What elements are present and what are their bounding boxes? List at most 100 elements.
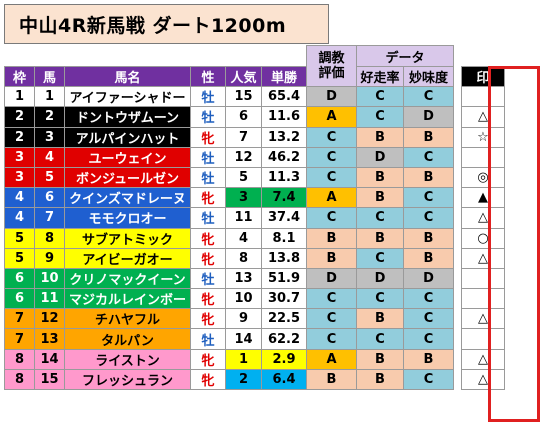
ninki-cell: 15 [225, 86, 262, 108]
row-gap [454, 228, 462, 248]
horse-name: アルパインハット [64, 126, 191, 148]
mimido-grade: D [403, 106, 454, 128]
mimido-grade: B [403, 227, 454, 249]
horse-name: アイビーガオー [64, 247, 191, 269]
chokyo-grade: D [306, 86, 357, 108]
table-row: 4 6 クインズマドレーヌ牝 3 7.4 A B C ▲ [4, 187, 505, 209]
mimido-grade: C [403, 146, 454, 168]
header-spacer-right [454, 46, 505, 67]
row-gap [454, 147, 462, 167]
horse-name: ドントウザムーン [64, 106, 191, 128]
mark-cell [461, 288, 505, 310]
waku-cell: 2 [4, 126, 35, 148]
mimido-grade: C [403, 288, 454, 310]
waku-cell: 7 [4, 328, 35, 350]
ninki-cell: 6 [225, 106, 262, 128]
header-chokyo-line1: 調教 [318, 51, 345, 67]
header-spacer [5, 46, 307, 67]
kosoritsu-grade: B [356, 126, 404, 148]
odds-cell: 65.4 [261, 86, 307, 108]
mark-cell: ◎ [461, 166, 505, 189]
horse-name: ユーウェイン [64, 146, 191, 168]
kosoritsu-grade: C [356, 106, 404, 128]
table-row: 6 10 クリノマックイーン牡 13 51.9 D D D [4, 267, 505, 290]
kosoritsu-grade: C [356, 86, 404, 108]
table-row: 8 15 フレッシュラン牝 2 6.4 B B C △ [4, 368, 505, 391]
horse-name: モモクロオー [64, 207, 191, 229]
waku-cell: 3 [4, 146, 35, 168]
sex-cell: 牝 [190, 227, 226, 249]
sex-cell: 牝 [190, 247, 226, 269]
chokyo-grade: C [306, 146, 357, 168]
header-mimido: 妙味度 [403, 65, 454, 88]
table-row: 2 2 ドントウザムーン牡 6 11.6 A C D △ [4, 106, 505, 128]
row-gap [454, 349, 462, 369]
waku-cell: 3 [4, 166, 35, 189]
mimido-grade: C [403, 207, 454, 229]
table-row: 2 3 アルパインハット牝 7 13.2 C B B ☆ [4, 126, 505, 148]
row-gap [454, 268, 462, 288]
chokyo-grade: B [306, 227, 357, 249]
sex-cell: 牡 [190, 166, 226, 189]
waku-cell: 6 [4, 288, 35, 310]
waku-cell: 2 [4, 106, 35, 128]
horse-name: サブアトミック [64, 227, 191, 249]
uma-cell: 1 [34, 86, 65, 108]
race-title: 中山4R新馬戦 ダート1200m [4, 4, 329, 44]
sex-cell: 牡 [190, 267, 226, 290]
uma-cell: 3 [34, 126, 65, 148]
mimido-grade: C [403, 86, 454, 108]
row-gap [454, 289, 462, 309]
chokyo-grade: C [306, 308, 357, 330]
table-row: 6 11 マジカルレインボー牝 10 30.7 C C C [4, 288, 505, 310]
sex-cell: 牡 [190, 146, 226, 168]
horse-name: チハヤフル [64, 308, 191, 330]
chokyo-grade: C [306, 166, 357, 189]
mark-cell: △ [461, 207, 505, 229]
mark-cell: ☆ [461, 126, 505, 148]
kosoritsu-grade: C [356, 288, 404, 310]
ninki-cell: 7 [225, 126, 262, 148]
row-gap [454, 329, 462, 349]
waku-cell: 8 [4, 348, 35, 370]
row-gap [454, 87, 462, 107]
mark-cell [461, 267, 505, 290]
mark-cell [461, 86, 505, 108]
odds-cell: 62.2 [261, 328, 307, 350]
uma-cell: 13 [34, 328, 65, 350]
sex-cell: 牝 [190, 126, 226, 148]
horse-name: ボンジュールゼン [64, 166, 191, 189]
ninki-cell: 13 [225, 267, 262, 290]
uma-cell: 4 [34, 146, 65, 168]
mark-cell: △ [461, 247, 505, 269]
header-mark: 印 [461, 65, 505, 88]
mimido-grade: C [403, 328, 454, 350]
odds-cell: 22.5 [261, 308, 307, 330]
row-gap [454, 127, 462, 147]
chokyo-grade: B [306, 247, 357, 269]
sex-cell: 牝 [190, 308, 226, 330]
chokyo-grade: A [306, 187, 357, 209]
mimido-grade: B [403, 247, 454, 269]
ninki-cell: 1 [225, 348, 262, 370]
header-data-group: データ [356, 45, 454, 67]
mimido-grade: D [403, 267, 454, 290]
waku-cell: 8 [4, 368, 35, 391]
table-row: 7 13 タルパン牡 14 62.2 C C C [4, 328, 505, 350]
sex-cell: 牡 [190, 86, 226, 108]
mimido-grade: C [403, 308, 454, 330]
uma-cell: 11 [34, 288, 65, 310]
table-row: 4 7 モモクロオー牡 11 37.4 C C C △ [4, 207, 505, 229]
chokyo-grade: D [306, 267, 357, 290]
odds-cell: 8.1 [261, 227, 307, 249]
horse-name: アイファーシャドー [64, 86, 191, 108]
row-gap [454, 107, 462, 127]
chokyo-grade: C [306, 328, 357, 350]
kosoritsu-grade: B [356, 308, 404, 330]
chokyo-grade: C [306, 207, 357, 229]
header-sex: 性 [190, 65, 226, 88]
odds-cell: 13.8 [261, 247, 307, 269]
ninki-cell: 8 [225, 247, 262, 269]
chokyo-grade: C [306, 288, 357, 310]
mimido-grade: B [403, 126, 454, 148]
